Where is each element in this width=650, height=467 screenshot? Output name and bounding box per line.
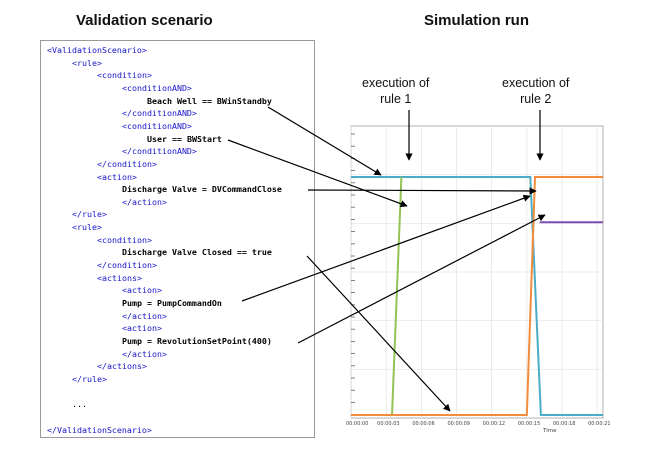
arrow-pump-on-to-orange <box>241 194 531 302</box>
x-tick-label: 00:00:18 <box>552 421 576 427</box>
x-tick-label: 00:00:21 <box>588 421 611 427</box>
annotation-rule2-line2: rule 2 <box>520 92 552 106</box>
arrow-discharge-to-orange <box>307 187 537 195</box>
arrow-beach-well-to-teal <box>267 106 382 176</box>
x-axis-label: Time <box>543 428 557 434</box>
xml-statement-line: Pump = RevolutionSetPoint(400) <box>122 335 272 346</box>
xml-tag-line: </conditionAND> <box>122 108 197 119</box>
xml-tag-line: </action> <box>122 310 167 321</box>
xml-tag-line: </rule> <box>72 373 107 384</box>
arrow-setpoint-to-purple <box>297 214 546 344</box>
arrow-user-to-green <box>227 139 408 208</box>
xml-tag-line: <action> <box>97 171 137 182</box>
x-tick-label: 00:00:15 <box>517 421 541 427</box>
xml-scenario-box: <ValidationScenario> <rule> <condition> <co… <box>40 40 315 438</box>
xml-ellipsis-line: ... <box>72 399 87 410</box>
xml-tag-line: </condition> <box>97 158 157 169</box>
xml-tag-line: <ValidationScenario> <box>47 45 147 55</box>
xml-tag-line: <condition> <box>97 234 152 245</box>
x-tick-label: 00:00:00 <box>346 421 369 427</box>
series-line-0 <box>351 176 603 416</box>
xml-statement-line: Pump = PumpCommandOn <box>122 298 222 308</box>
xml-tag-line: <rule> <box>72 222 102 233</box>
chart-series-layer <box>351 176 603 416</box>
x-tick-label: 00:00:06 <box>412 421 435 427</box>
series-line-2 <box>351 176 603 416</box>
xml-tag-line: </rule> <box>72 209 107 220</box>
xml-tag-line: </condition> <box>97 260 157 271</box>
xml-tag-line: </ValidationScenario> <box>47 424 152 435</box>
x-tick-label: 00:00:12 <box>482 421 506 427</box>
validation-scenario-title: Validation scenario <box>76 12 213 29</box>
xml-tag-line: <conditionAND> <box>122 82 192 93</box>
arrow-closed-to-axis <box>306 255 451 412</box>
xml-statement-line: Discharge Valve Closed == true <box>122 247 272 258</box>
xml-statement-line: User == BWStart <box>147 133 222 144</box>
xml-tag-line: </action> <box>122 196 167 207</box>
xml-tag-line: <conditionAND> <box>122 120 192 131</box>
xml-tag-line: </action> <box>122 348 167 359</box>
xml-tag-line: <action> <box>122 285 162 296</box>
x-tick-label: 00:00:03 <box>377 421 400 427</box>
annotation-rule1: execution of rule 1 <box>362 75 429 107</box>
arrow-layer <box>227 106 546 412</box>
xml-tag-line: <actions> <box>97 272 142 283</box>
xml-tag-line: <condition> <box>97 70 152 81</box>
x-tick-label: 00:00:09 <box>447 421 470 427</box>
simulation-run-title: Simulation run <box>424 12 529 29</box>
xml-statement-line: Discharge Valve = DVCommandClose <box>122 184 282 195</box>
xml-statement-line: Beach Well == BWinStandby <box>147 95 272 106</box>
annotation-rule1-line2: rule 1 <box>380 92 412 106</box>
annotation-rule2-line1: execution of <box>502 76 570 90</box>
annotation-rule2: execution of rule 2 <box>502 75 569 107</box>
xml-tag-line: <action> <box>122 323 162 334</box>
xml-tag-line: </actions> <box>97 361 147 372</box>
xml-tag-line: <rule> <box>72 57 102 68</box>
xml-tag-line: </conditionAND> <box>122 146 197 157</box>
annotation-rule1-line1: execution of <box>362 76 430 90</box>
